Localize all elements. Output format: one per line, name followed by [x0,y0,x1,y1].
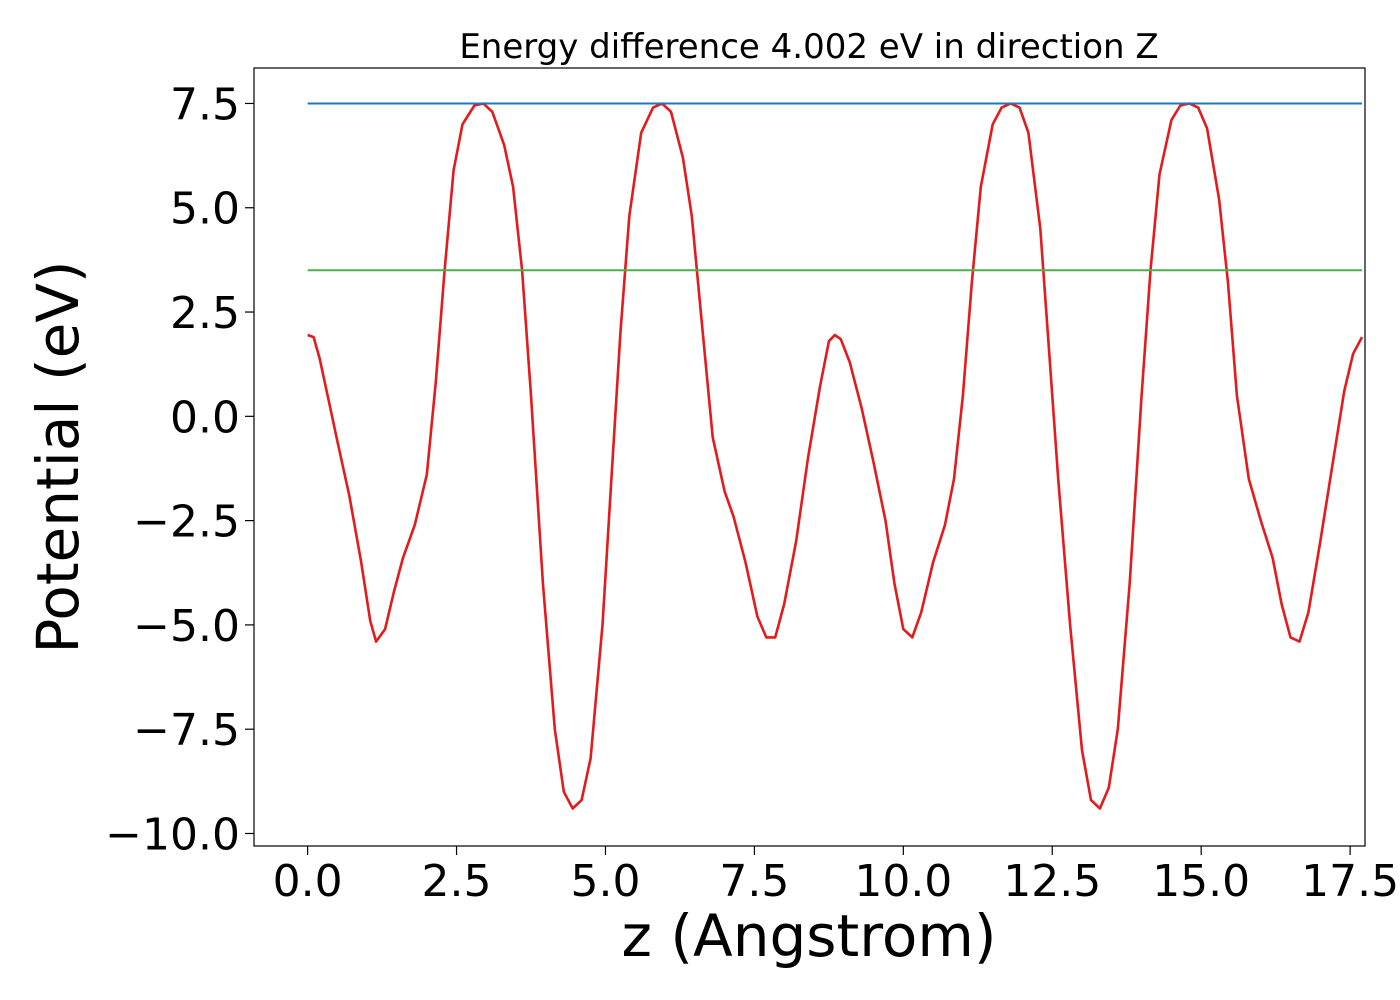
y-tick-label: −2.5 [133,497,240,548]
y-axis-label: Potential (eV) [24,260,92,653]
y-tick-label: 0.0 [170,392,240,443]
plot-frame [253,67,1366,847]
x-tick-label: 2.5 [422,856,492,907]
x-tick-label: 17.5 [1301,856,1399,907]
x-tick-label: 7.5 [719,856,789,907]
series-layer [307,102,1364,810]
y-tick-label: 2.5 [170,288,240,339]
x-tick-label: 15.0 [1152,856,1250,907]
x-axis: 0.0 2.5 5.0 7.5 10.0 12.5 15.0 17.5 [273,846,1399,907]
x-tick-label: 5.0 [570,856,640,907]
y-tick-label: −5.0 [133,601,240,652]
y-tick-label: 5.0 [170,184,240,235]
chart-title: Energy difference 4.002 eV in direction … [459,27,1158,67]
x-tick-label: 10.0 [854,856,952,907]
x-tick-label: 0.0 [273,856,343,907]
series-line-planar-average-potential [307,102,1364,810]
y-tick-label: 7.5 [170,79,240,130]
x-axis-label: z (Angstrom) [622,902,997,970]
y-tick-label: −10.0 [105,809,240,860]
x-tick-label: 12.5 [1003,856,1101,907]
y-tick-label: −7.5 [133,705,240,756]
y-axis: 7.5 5.0 2.5 0.0 −2.5 −5.0 −7.5 −10.0 [105,79,254,860]
